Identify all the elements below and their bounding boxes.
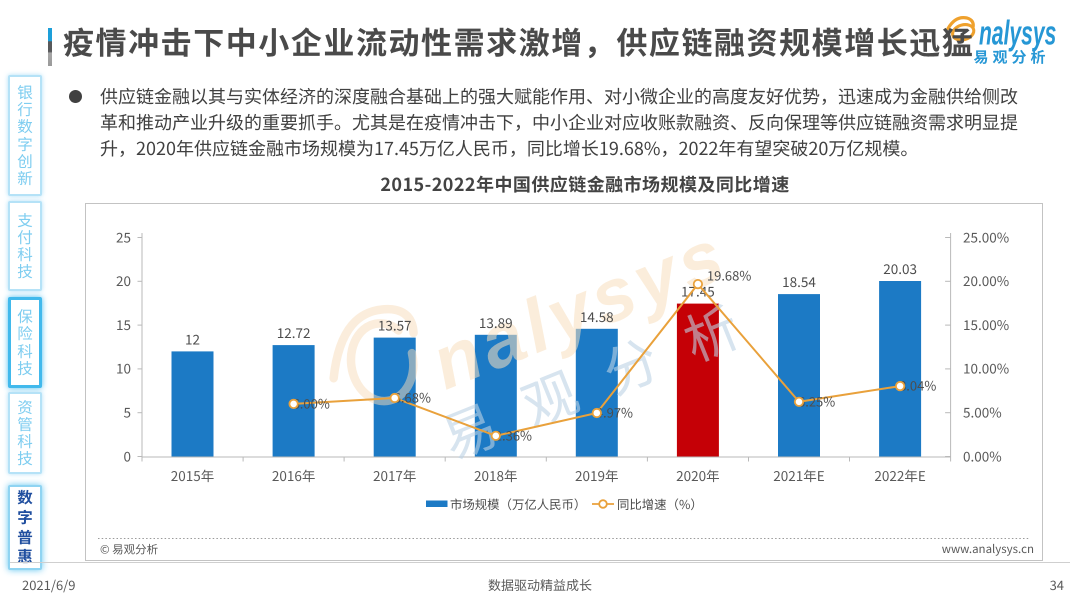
svg-text:© 易观分析: © 易观分析 bbox=[100, 542, 158, 558]
svg-text:2018年: 2018年 bbox=[474, 465, 517, 485]
svg-text:12: 12 bbox=[185, 328, 200, 348]
svg-text:19.68%: 19.68% bbox=[707, 266, 751, 285]
svg-text:2.36%: 2.36% bbox=[495, 425, 532, 444]
svg-text:0.00%: 0.00% bbox=[963, 445, 1002, 465]
svg-text:2019年: 2019年 bbox=[575, 465, 618, 485]
svg-text:25: 25 bbox=[116, 226, 131, 246]
svg-text:易观分析: 易观分析 bbox=[974, 47, 1050, 68]
svg-text:13.57: 13.57 bbox=[378, 315, 412, 335]
svg-text:10: 10 bbox=[116, 358, 131, 378]
svg-text:14.58: 14.58 bbox=[580, 306, 614, 326]
svg-text:15: 15 bbox=[116, 314, 131, 334]
svg-text:10.00%: 10.00% bbox=[963, 358, 1009, 378]
svg-text:2015年: 2015年 bbox=[171, 465, 214, 485]
svg-text:2017年: 2017年 bbox=[373, 465, 416, 485]
svg-text:5: 5 bbox=[124, 402, 132, 422]
svg-text:www.analysys.cn: www.analysys.cn bbox=[942, 541, 1034, 557]
svg-text:6.00%: 6.00% bbox=[293, 394, 330, 413]
svg-text:12.72: 12.72 bbox=[277, 322, 311, 342]
svg-text:2020年: 2020年 bbox=[676, 465, 719, 485]
svg-text:市场规模（万亿人民币）: 市场规模（万亿人民币） bbox=[450, 495, 586, 513]
svg-text:15.00%: 15.00% bbox=[963, 314, 1009, 334]
svg-text:18.54: 18.54 bbox=[782, 271, 816, 291]
svg-text:6.25%: 6.25% bbox=[798, 391, 835, 410]
svg-text:4.97%: 4.97% bbox=[596, 403, 633, 422]
svg-text:0: 0 bbox=[124, 445, 132, 465]
svg-text:20.00%: 20.00% bbox=[963, 270, 1009, 290]
svg-text:20: 20 bbox=[116, 270, 131, 290]
svg-text:nalysys: nalysys bbox=[979, 13, 1056, 51]
svg-text:8.04%: 8.04% bbox=[899, 376, 936, 395]
svg-text:同比增速（%）: 同比增速（%） bbox=[617, 495, 703, 513]
svg-text:2016年: 2016年 bbox=[272, 465, 315, 485]
svg-text:13.89: 13.89 bbox=[479, 312, 513, 332]
svg-text:2021年E: 2021年E bbox=[773, 465, 824, 485]
svg-text:5.00%: 5.00% bbox=[963, 402, 1002, 422]
svg-text:25.00%: 25.00% bbox=[963, 226, 1009, 246]
svg-text:20.03: 20.03 bbox=[883, 258, 917, 278]
svg-text:2022年E: 2022年E bbox=[874, 465, 925, 485]
